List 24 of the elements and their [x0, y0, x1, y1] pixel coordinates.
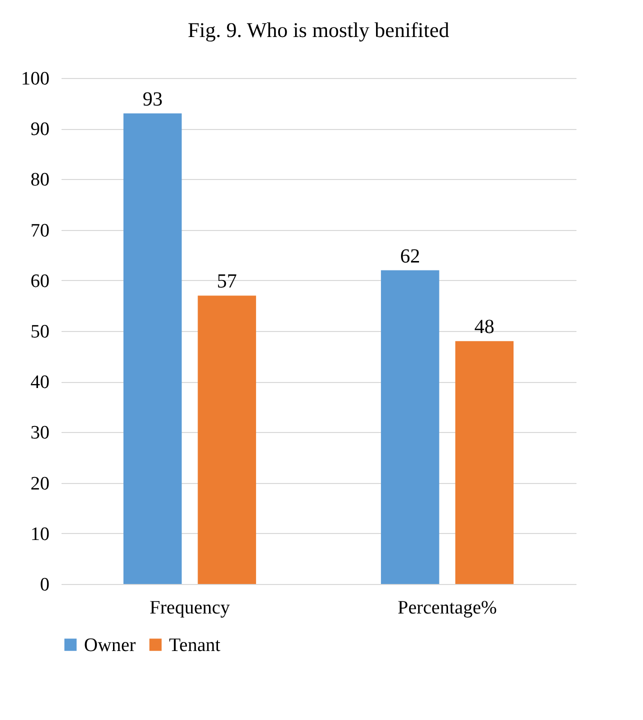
legend-label: Tenant — [169, 634, 222, 656]
x-tick-label: Percentage% — [398, 598, 497, 618]
y-tick-label: 30 — [30, 422, 50, 444]
y-tick-label: 70 — [30, 220, 50, 242]
y-tick-label: 10 — [30, 524, 50, 545]
y-tick-label: 0 — [40, 574, 50, 596]
legend-label: Owner — [84, 634, 136, 656]
y-tick-label: 60 — [30, 270, 50, 292]
x-tick-label: Frequency — [150, 598, 230, 618]
chart-title: Fig. 9. Who is mostly benifited — [188, 18, 450, 42]
y-tick-label: 20 — [30, 473, 50, 494]
data-label: 57 — [216, 270, 237, 293]
bar — [455, 341, 514, 584]
data-label: 62 — [400, 245, 420, 268]
y-tick-label: 50 — [30, 322, 50, 342]
bar — [380, 270, 440, 584]
y-tick-label: 100 — [21, 68, 50, 90]
data-label: 93 — [142, 88, 163, 110]
bar — [123, 113, 182, 584]
bar — [198, 296, 256, 584]
y-tick-label: 90 — [30, 119, 50, 140]
y-tick-label: 80 — [30, 170, 50, 191]
data-label: 48 — [474, 316, 494, 338]
y-tick-label: 40 — [30, 372, 50, 394]
